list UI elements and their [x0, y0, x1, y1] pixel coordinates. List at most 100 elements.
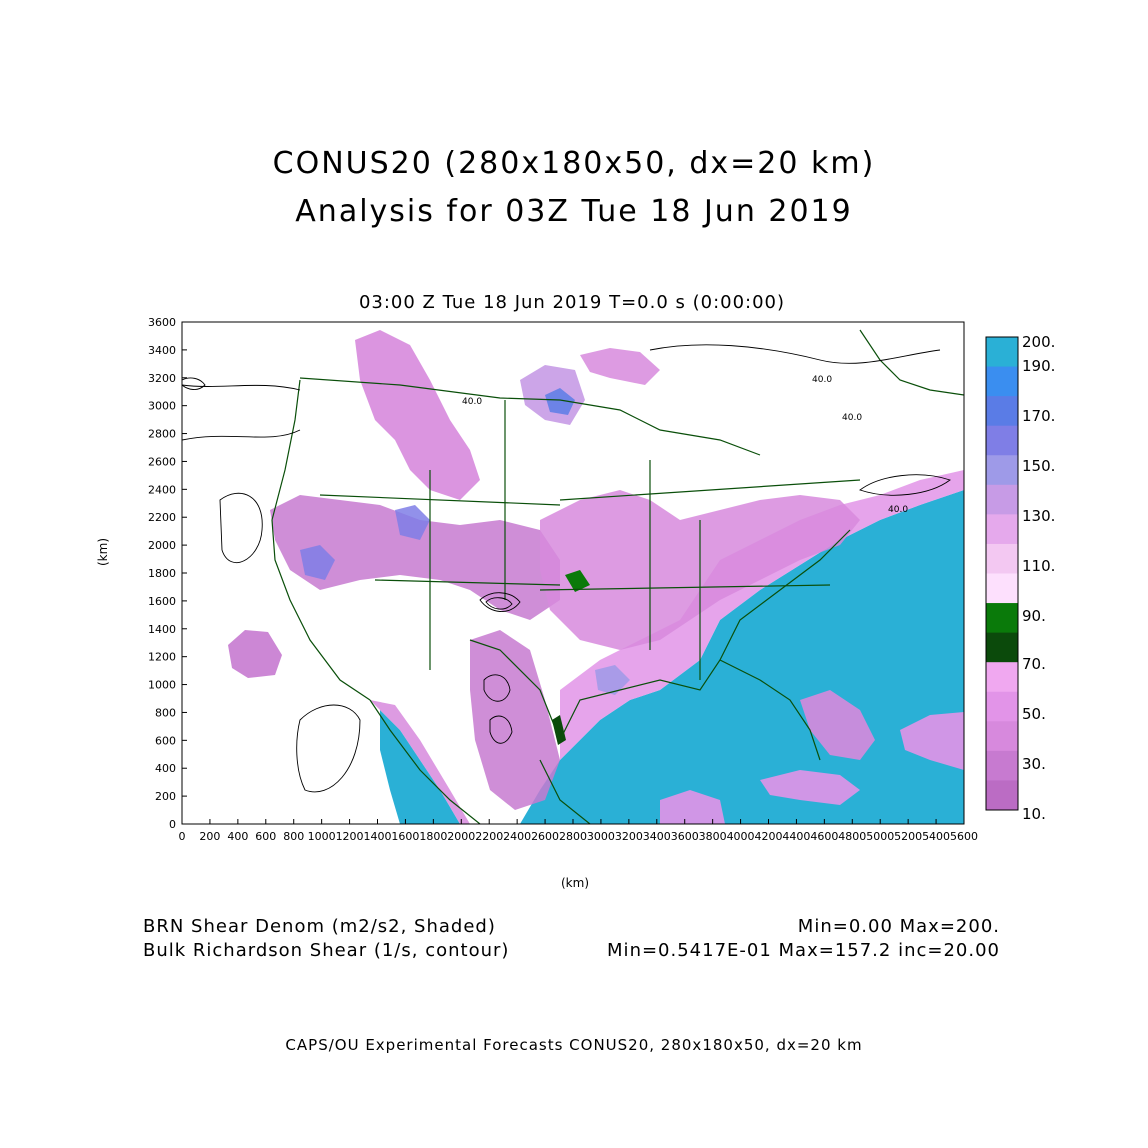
x-tick-label: 4600 — [810, 830, 838, 843]
x-tick-label: 600 — [255, 830, 276, 843]
contour-field-caption: Bulk Richardson Shear (1/s, contour) — [143, 940, 510, 961]
y-tick-label: 800 — [155, 706, 176, 719]
contour-label: 40.0 — [812, 375, 832, 385]
mexico-outline — [369, 699, 591, 824]
x-tick-label: 3000 — [587, 830, 615, 843]
state-line-5 — [559, 479, 861, 501]
x-tick-label: 3800 — [699, 830, 727, 843]
x-tick-label: 2200 — [475, 830, 503, 843]
x-tick-label: 5600 — [950, 830, 978, 843]
contour-4 — [859, 474, 951, 496]
shade-green-1 — [565, 570, 590, 592]
shade-blue-spot-1 — [545, 388, 575, 415]
y-tick-label: 1200 — [148, 651, 176, 664]
geo-outlines — [271, 329, 964, 824]
x-tick-label: 400 — [227, 830, 248, 843]
shade-atlantic-east — [900, 712, 964, 770]
y-tick-label: 3200 — [148, 372, 176, 385]
colorbar-label: 170. — [1022, 407, 1055, 425]
us-gulf-coast — [469, 529, 851, 742]
y-tick-label: 0 — [169, 818, 176, 831]
y-tick-label: 1000 — [148, 679, 176, 692]
y-tick-label: 600 — [155, 734, 176, 747]
colorbar-swatch — [986, 662, 1018, 693]
y-tick-label: 3400 — [148, 344, 176, 357]
contour-11 — [182, 377, 206, 390]
x-tick-label: 4800 — [838, 830, 866, 843]
colorbar-label: 90. — [1022, 607, 1046, 625]
us-north-border — [299, 377, 761, 456]
contour-labels: 40.0 40.0 40.0 40.0 — [462, 375, 908, 515]
x-tick-label: 1200 — [336, 830, 364, 843]
y-tick-label: 2800 — [148, 428, 176, 441]
contour-7 — [483, 674, 511, 702]
contour-6 — [485, 597, 513, 610]
shade-coast-band — [560, 470, 964, 760]
colorbar-swatch — [986, 721, 1018, 752]
shade-pacific-island — [228, 630, 282, 678]
y-axis-label: (km) — [96, 537, 110, 566]
shade-caribbean — [760, 770, 860, 805]
colorbar-label: 110. — [1022, 557, 1055, 575]
x-tick-label: 5000 — [866, 830, 894, 843]
state-line-6 — [539, 584, 831, 591]
us-west-coast — [271, 379, 371, 701]
x-tick-label: 4400 — [782, 830, 810, 843]
contour-min-max: Min=0.5417E-01 Max=157.2 inc=20.00 — [607, 940, 1000, 961]
colorbar-swatch — [986, 396, 1018, 427]
colorbar-label: 30. — [1022, 755, 1046, 773]
colorbar-label: 130. — [1022, 507, 1055, 525]
credit-line: CAPS/OU Experimental Forecasts CONUS20, … — [285, 1036, 863, 1054]
shade-northwest — [355, 330, 480, 500]
contour-8 — [489, 715, 513, 744]
colorbar-swatch — [986, 514, 1018, 545]
state-line-1 — [319, 494, 561, 506]
x-tick-label: 800 — [283, 830, 304, 843]
contour-label: 40.0 — [842, 413, 862, 423]
shade-blue-spot-4 — [595, 665, 630, 695]
x-axis: 0 200 400 600 800 1000 1200 1400 1600 1800 2000 220… — [179, 819, 978, 843]
contour-5 — [479, 592, 521, 612]
shade-mexico-pink — [660, 790, 725, 824]
y-axis: 0 200 400 600 800 1000 1200 1400 1600 1800 2000 220… — [148, 316, 187, 831]
contour-10 — [219, 492, 263, 563]
colorbar-swatch — [986, 750, 1018, 781]
colorbar-swatch — [986, 780, 1018, 811]
contour-9 — [296, 704, 361, 793]
valid-time-subtitle: 03:00 Z Tue 18 Jun 2019 T=0.0 s (0:00:00… — [358, 292, 786, 313]
florida-peninsula — [719, 659, 821, 761]
x-axis-label: (km) — [561, 876, 590, 890]
colorbar-swatch — [986, 632, 1018, 663]
colorbar-label: 10. — [1022, 805, 1046, 823]
colorbar-frame — [985, 336, 1019, 811]
x-tick-label: 5200 — [894, 830, 922, 843]
shade-florida — [800, 690, 875, 760]
colorbar-swatch — [986, 455, 1018, 486]
shaded-field-caption: BRN Shear Denom (m2/s2, Shaded) — [143, 916, 496, 937]
y-tick-label: 1400 — [148, 623, 176, 636]
colorbar-label: 150. — [1022, 457, 1055, 475]
x-tick-label: 1600 — [391, 830, 419, 843]
main-title: CONUS20 (280x180x50, dx=20 km) — [272, 146, 876, 181]
contour-3 — [649, 344, 941, 364]
x-tick-label: 200 — [199, 830, 220, 843]
x-tick-label: 0 — [179, 830, 186, 843]
y-tick-label: 200 — [155, 790, 176, 803]
canada-coast — [859, 329, 964, 396]
y-tick-label: 3600 — [148, 316, 176, 329]
shaded-min-max: Min=0.00 Max=200. — [797, 916, 1000, 937]
x-tick-label: 5400 — [922, 830, 950, 843]
colorbar-label: 50. — [1022, 705, 1046, 723]
colorbar-swatch — [986, 484, 1018, 515]
y-tick-label: 1800 — [148, 567, 176, 580]
x-tick-label: 1800 — [419, 830, 447, 843]
x-tick-label: 3200 — [615, 830, 643, 843]
contour-label: 40.0 — [462, 397, 482, 407]
y-tick-label: 2600 — [148, 455, 176, 468]
shade-green-2 — [552, 715, 566, 745]
y-tick-label: 1600 — [148, 595, 176, 608]
shade-pacific — [380, 710, 460, 824]
colorbar-swatch — [986, 543, 1018, 574]
x-tick-label: 1400 — [364, 830, 392, 843]
